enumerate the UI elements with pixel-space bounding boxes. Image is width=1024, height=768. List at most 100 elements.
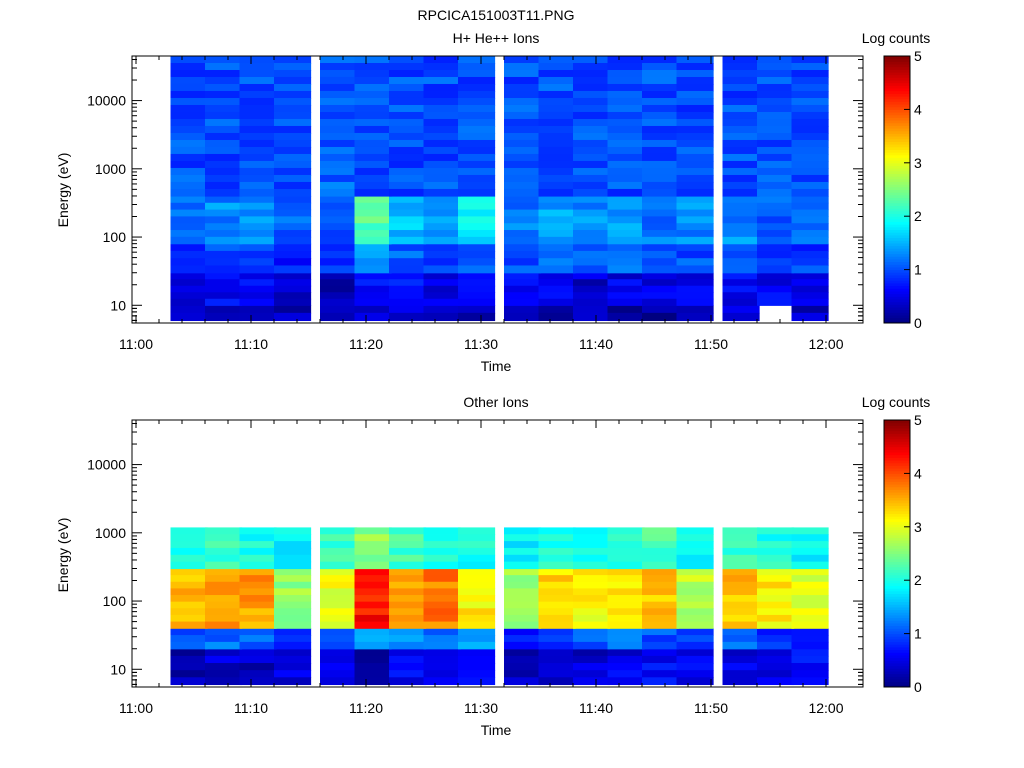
heatmap-cell: [573, 648, 611, 657]
heatmap-cell: [458, 139, 496, 148]
heatmap-cell: [642, 568, 680, 576]
colorbar-segment: [884, 518, 910, 522]
heatmap-cell: [573, 111, 611, 120]
heatmap-cell: [757, 216, 795, 224]
heatmap-cell: [170, 641, 208, 650]
heatmap-cell: [274, 575, 312, 583]
heatmap-cell: [389, 258, 427, 267]
heatmap-cell: [538, 628, 576, 636]
heatmap-cell: [274, 601, 312, 609]
heatmap-cell: [538, 547, 576, 556]
heatmap-cell: [320, 56, 358, 64]
heatmap-cell: [274, 298, 312, 306]
heatmap-cell: [389, 243, 427, 252]
heatmap-cell: [354, 595, 392, 603]
heatmap-cell: [676, 195, 714, 204]
heatmap-cell: [642, 272, 680, 280]
heatmap-cell: [791, 188, 829, 197]
heatmap-cell: [354, 202, 392, 211]
heatmap-cell: [170, 595, 208, 603]
heatmap-cell: [791, 153, 829, 162]
heatmap-cell: [676, 167, 714, 176]
heatmap-cell: [389, 63, 427, 71]
heatmap-cell: [320, 608, 358, 616]
heatmap-cell: [274, 63, 312, 71]
heatmap-cell: [504, 125, 542, 134]
heatmap-cell: [722, 132, 760, 141]
heatmap-cell: [676, 527, 714, 535]
heatmap-cell: [274, 125, 312, 134]
heatmap-cell: [607, 132, 645, 141]
heatmap-cell: [239, 153, 277, 162]
colorbar-segment: [884, 72, 910, 76]
heatmap-cell: [573, 663, 611, 671]
heatmap-cell: [354, 601, 392, 609]
heatmap-cell: [504, 174, 542, 183]
heatmap-cell: [205, 132, 243, 141]
heatmap-cell: [676, 601, 714, 609]
heatmap-cell: [274, 70, 312, 78]
heatmap-cell: [504, 70, 542, 78]
heatmap-cell: [389, 139, 427, 148]
heatmap-cell: [573, 534, 611, 542]
heatmap-cell: [607, 628, 645, 636]
heatmap-cell: [504, 188, 542, 197]
colorbar-segment: [884, 422, 910, 426]
heatmap-cell: [458, 595, 496, 603]
heatmap-cell: [757, 561, 795, 570]
heatmap-cell: [205, 188, 243, 197]
heatmap-cell: [354, 265, 392, 274]
colorbar-segment: [884, 106, 910, 110]
colorbar-segment: [884, 609, 910, 613]
heatmap-cell: [458, 56, 496, 64]
heatmap-cell: [676, 534, 714, 542]
heatmap-cell: [354, 139, 392, 148]
heatmap-cell: [170, 243, 208, 252]
heatmap-cell: [354, 534, 392, 542]
colorbar-segment: [884, 112, 910, 116]
heatmap-cell: [676, 554, 714, 563]
colorbar-segment: [884, 245, 910, 249]
colorbar-segment: [884, 221, 910, 225]
heatmap-cell: [573, 181, 611, 190]
heatmap-cell: [722, 298, 760, 306]
heatmap-cell: [458, 167, 496, 176]
heatmap-cell: [538, 153, 576, 162]
heatmap-cell: [170, 292, 208, 300]
heatmap-cell: [504, 132, 542, 141]
heatmap-cell: [274, 223, 312, 231]
heatmap-cell: [354, 70, 392, 78]
heatmap-cell: [791, 230, 829, 238]
heatmap-cell: [791, 581, 829, 589]
heatmap-cell: [320, 635, 358, 643]
heatmap-cell: [757, 588, 795, 596]
heatmap-cell: [573, 188, 611, 197]
heatmap-cell: [642, 534, 680, 542]
heatmap-cell: [320, 104, 358, 113]
heatmap-cell: [239, 56, 277, 64]
heatmap-cell: [573, 70, 611, 78]
colorbar-segment: [884, 612, 910, 616]
heatmap-cell: [791, 670, 829, 678]
heatmap-cell: [642, 188, 680, 197]
heatmap-cell: [538, 648, 576, 657]
heatmap-cell: [791, 547, 829, 556]
heatmap-cell: [504, 670, 542, 678]
heatmap-cell: [676, 575, 714, 583]
colorbar-segment: [884, 678, 910, 683]
colorbar-segment: [884, 510, 910, 514]
colorbar-segment: [884, 306, 910, 311]
heatmap-cell: [205, 104, 243, 113]
heatmap-cell: [642, 554, 680, 563]
colorbar-segment: [884, 194, 910, 199]
colorbar-segment: [884, 288, 910, 292]
heatmap-cell: [320, 174, 358, 183]
heatmap-cell: [354, 663, 392, 671]
heatmap-cell: [320, 195, 358, 204]
heatmap-cell: [274, 588, 312, 596]
heatmap-cell: [354, 285, 392, 293]
heatmap-cell: [642, 601, 680, 609]
heatmap-cell: [573, 132, 611, 141]
colorbar-segment: [884, 109, 910, 113]
heatmap-cell: [205, 97, 243, 106]
